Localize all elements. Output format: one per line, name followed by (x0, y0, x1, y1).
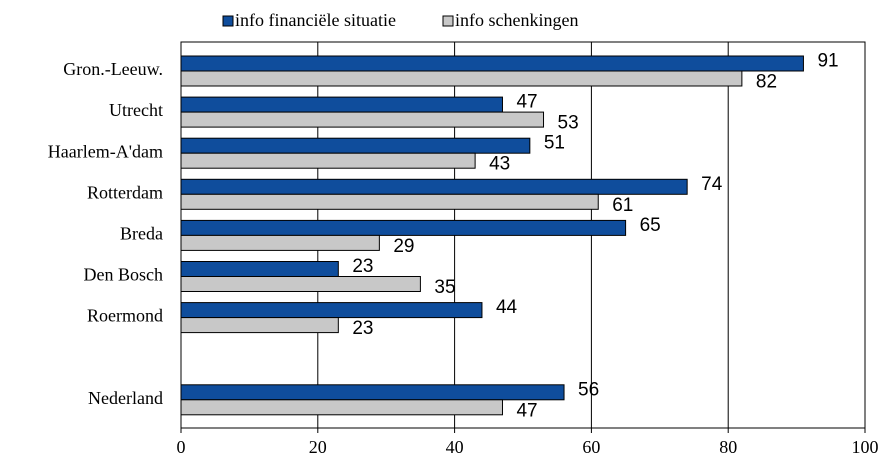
value-label: 47 (516, 92, 537, 113)
value-label: 91 (817, 51, 838, 72)
value-label: 43 (489, 154, 510, 175)
bar (180, 178, 688, 195)
y-tick-label: Gron.-Leeuw. (63, 59, 163, 79)
bar (180, 152, 476, 169)
bar (180, 55, 804, 72)
x-tick-label: 0 (177, 437, 186, 457)
y-tick-label: Haarlem-A'dam (48, 141, 163, 161)
bar (180, 317, 339, 334)
x-tick-label: 20 (309, 437, 327, 457)
bar (180, 234, 380, 251)
value-label: 51 (544, 133, 565, 154)
x-tick-label: 40 (446, 437, 464, 457)
value-label: 23 (352, 318, 373, 339)
value-label: 56 (578, 379, 599, 400)
bar (180, 261, 339, 277)
y-tick-label: Rotterdam (87, 182, 163, 202)
value-label: 82 (756, 72, 777, 93)
bar (180, 276, 421, 292)
value-label: 23 (352, 256, 373, 277)
value-label: 29 (393, 236, 414, 257)
y-tick-label: Nederland (88, 388, 163, 408)
value-label: 47 (516, 400, 537, 421)
value-label: 35 (434, 277, 455, 298)
value-label: 61 (612, 195, 633, 216)
value-label: 44 (496, 297, 518, 318)
bar (180, 137, 531, 154)
bar (180, 70, 743, 87)
bar (180, 96, 503, 113)
legend-swatch (222, 15, 234, 27)
value-label: 65 (640, 215, 661, 236)
bar (180, 111, 545, 128)
bar (180, 399, 503, 416)
x-tick-label: 80 (719, 437, 737, 457)
y-tick-label: Breda (120, 224, 163, 244)
y-tick-label: Utrecht (109, 100, 163, 120)
y-tick-label: Roermond (87, 306, 163, 326)
bar (180, 193, 599, 210)
value-label: 53 (558, 113, 579, 134)
legend-label: info financiële situatie (235, 10, 396, 30)
x-tick-label: 100 (852, 437, 879, 457)
legend-label: info schenkingen (455, 10, 578, 30)
y-tick-label: Den Bosch (84, 265, 164, 285)
x-tick-label: 60 (582, 437, 600, 457)
legend-swatch (442, 15, 454, 27)
value-label: 74 (701, 174, 723, 195)
bar (180, 384, 565, 401)
bar (180, 219, 627, 236)
bar (180, 302, 483, 319)
